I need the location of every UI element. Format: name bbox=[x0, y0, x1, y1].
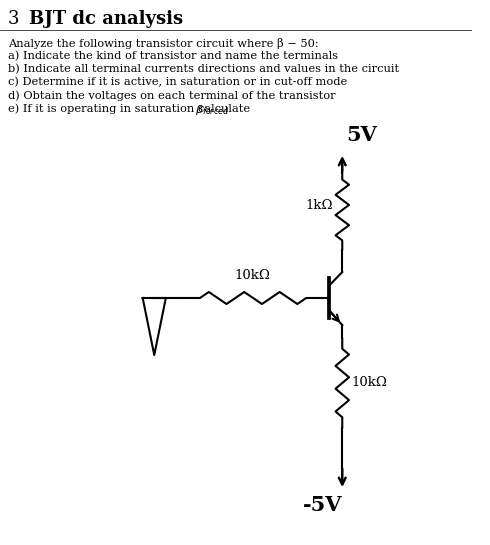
Text: e) If it is operating in saturation calculate: e) If it is operating in saturation calc… bbox=[8, 103, 253, 113]
Text: 10kΩ: 10kΩ bbox=[351, 377, 387, 390]
Text: d) Obtain the voltages on each terminal of the transistor: d) Obtain the voltages on each terminal … bbox=[8, 90, 335, 101]
Text: 1kΩ: 1kΩ bbox=[305, 198, 333, 211]
Text: 3: 3 bbox=[8, 10, 19, 28]
Text: c) Determine if it is active, in saturation or in cut-off mode: c) Determine if it is active, in saturat… bbox=[8, 77, 347, 87]
Text: -5V: -5V bbox=[303, 495, 343, 515]
Text: 5V: 5V bbox=[346, 125, 377, 145]
Text: a) Indicate the kind of transistor and name the terminals: a) Indicate the kind of transistor and n… bbox=[8, 51, 338, 62]
Text: b) Indicate all terminal currents directions and values in the circuit: b) Indicate all terminal currents direct… bbox=[8, 64, 399, 74]
Text: Analyze the following transistor circuit where β − 50:: Analyze the following transistor circuit… bbox=[8, 38, 318, 49]
Text: $\beta_{forced}$: $\beta_{forced}$ bbox=[196, 103, 230, 117]
Text: 10kΩ: 10kΩ bbox=[235, 269, 270, 282]
Text: BJT dc analysis: BJT dc analysis bbox=[29, 10, 183, 28]
